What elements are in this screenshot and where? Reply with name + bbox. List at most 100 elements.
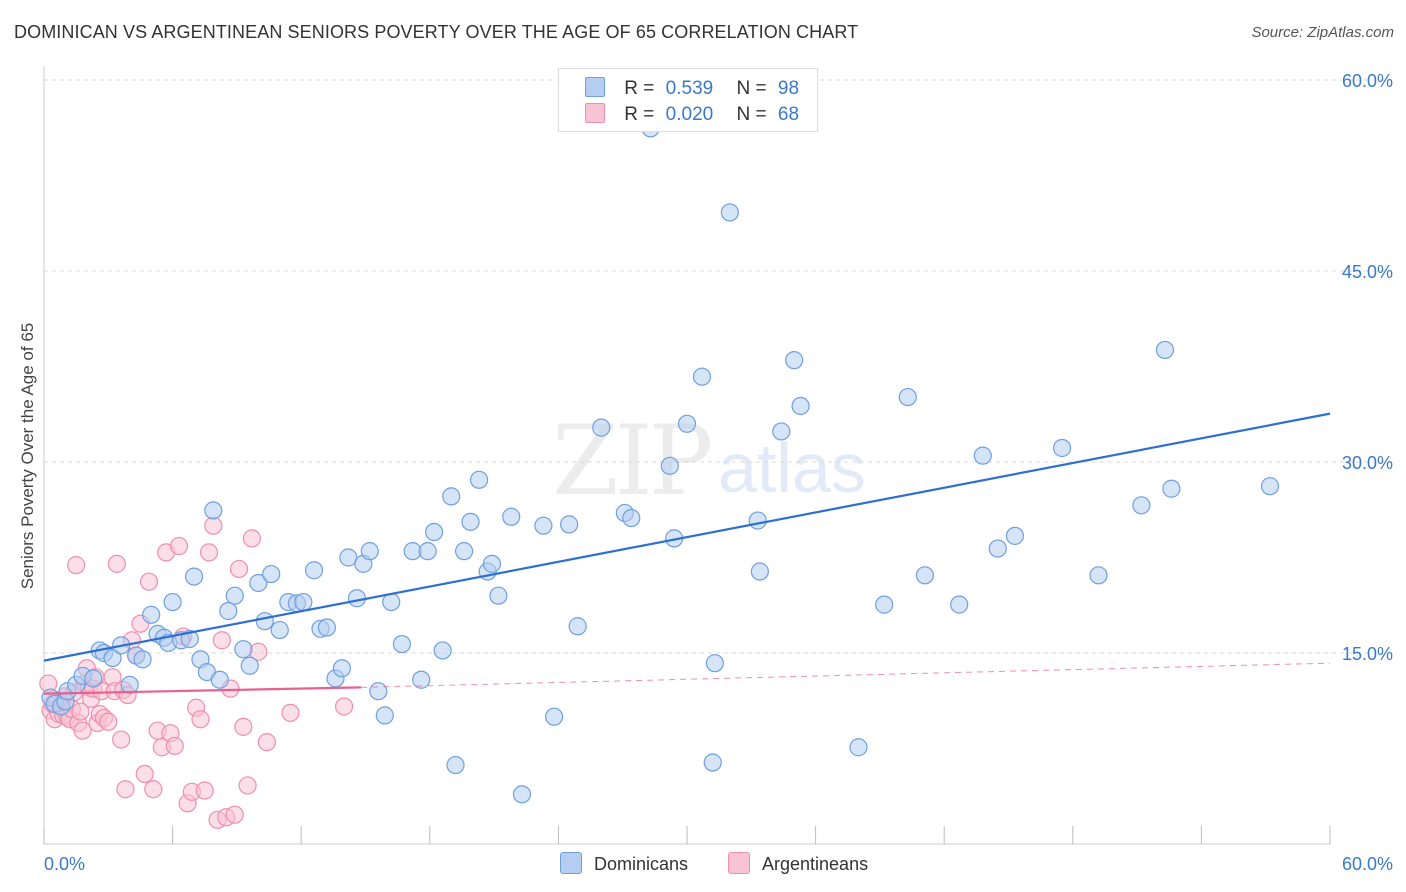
dominican-point (502, 507, 521, 526)
dominican-point (225, 586, 244, 605)
dominican-point (412, 670, 431, 689)
argentinean-point (99, 712, 118, 731)
dominican-point (392, 634, 412, 654)
dominican-point (560, 515, 579, 534)
dominican-point (332, 659, 352, 678)
dominican-point (791, 396, 810, 416)
dominican-point (973, 446, 992, 465)
source-credit: Source: ZipAtlas.com (1251, 24, 1394, 41)
y-axis-label: Seniors Poverty Over the Age of 65 (18, 322, 37, 590)
dominican-point (133, 650, 152, 669)
dominican-point (950, 595, 969, 614)
dominican-trend-line (43, 412, 1331, 662)
dominican-point (489, 586, 508, 605)
dominican-point (750, 562, 769, 581)
legend-n-value: 98 (777, 78, 800, 99)
dominican-point (454, 542, 474, 561)
dominican-point (545, 707, 564, 726)
legend-r-label: R = (624, 104, 655, 125)
dominican-point (424, 522, 444, 542)
dominican-point (262, 564, 281, 584)
argentinean-point (67, 556, 86, 575)
dominican-point (375, 706, 394, 725)
dominican-point (270, 620, 289, 640)
dominican-point (120, 675, 139, 694)
y-tick-label: 30.0% (1342, 453, 1393, 473)
dominican-swatch (560, 852, 582, 874)
dominican-point (1005, 526, 1025, 545)
watermark-atlas: atlas (718, 429, 866, 507)
argentinean-point (257, 733, 277, 752)
bottom-legend-label: Argentineans (762, 854, 869, 874)
argentinean-trend-extension (361, 662, 1331, 688)
dominican-point (103, 648, 122, 668)
argentinean-point (204, 516, 223, 535)
dominican-point (142, 605, 161, 624)
argentinean-point (116, 780, 135, 799)
dominican-point (677, 414, 697, 433)
legend-r-value: 0.020 (665, 104, 714, 125)
dominican-point (240, 656, 259, 675)
dominican-point (1260, 477, 1280, 496)
dominican-point (446, 755, 465, 775)
dominican-point (568, 617, 587, 636)
dominican-point (748, 511, 767, 530)
dominican-point (84, 669, 103, 688)
correlation-legend: R = 0.539 N = 98 R = 0.020 N = 68 (558, 68, 818, 132)
argentinean-point (107, 554, 126, 573)
x-tick-label: 0.0% (44, 854, 85, 874)
dominican-swatch (585, 77, 605, 97)
dominican-point (720, 203, 739, 222)
dominican-point (1052, 438, 1072, 458)
argentinean-point (71, 702, 90, 721)
dominican-point (339, 548, 358, 567)
dominican-point (210, 670, 229, 689)
dominican-point (592, 418, 611, 437)
dominican-point (772, 422, 791, 441)
legend-row-dominicans: R = 0.539 N = 98 (585, 77, 799, 101)
y-tick-label: 15.0% (1342, 644, 1393, 664)
dominican-point (1155, 340, 1175, 360)
dominican-point (461, 512, 480, 531)
dominican-point (219, 601, 238, 621)
dominican-point (469, 470, 489, 489)
dominican-point (898, 387, 917, 407)
argentinean-points (39, 516, 354, 829)
dominican-point (234, 640, 253, 659)
trend-lines (43, 412, 1331, 695)
dominican-point (849, 738, 868, 757)
dominican-point (660, 456, 679, 475)
argentinean-point (112, 730, 131, 749)
argentinean-point (73, 721, 92, 740)
y-tick-label: 60.0% (1342, 71, 1393, 91)
dominican-point (433, 641, 452, 660)
dominican-point (1132, 496, 1151, 515)
dominican-point (785, 351, 804, 370)
dominican-point (692, 367, 712, 386)
argentinean-point (165, 736, 184, 756)
legend-r-label: R = (624, 78, 655, 99)
legend-row-argentineans: R = 0.020 N = 68 (585, 103, 799, 127)
dominican-point (1162, 479, 1181, 498)
argentinean-swatch (585, 103, 605, 123)
dominican-point (703, 753, 722, 772)
dominican-point (705, 654, 724, 673)
dominican-point (249, 573, 268, 593)
bottom-legend-argentineans: Argentineans (728, 852, 868, 875)
dominican-point (534, 516, 553, 535)
argentinean-point (281, 703, 300, 722)
dominican-point (988, 539, 1007, 558)
dominican-point (915, 566, 935, 585)
argentinean-point (234, 717, 253, 736)
dominican-point (512, 785, 532, 804)
dominican-point (369, 682, 388, 701)
dominican-point (418, 542, 437, 561)
tick-labels: 15.0% 30.0% 45.0% 60.0% 0.0% 60.0% (44, 71, 1393, 874)
argentinean-swatch (728, 852, 750, 874)
argentinean-point (212, 631, 231, 650)
dominican-point (622, 508, 641, 528)
dominican-point (360, 542, 379, 561)
argentinean-point (191, 710, 210, 729)
legend-n-label: N = (736, 78, 767, 99)
